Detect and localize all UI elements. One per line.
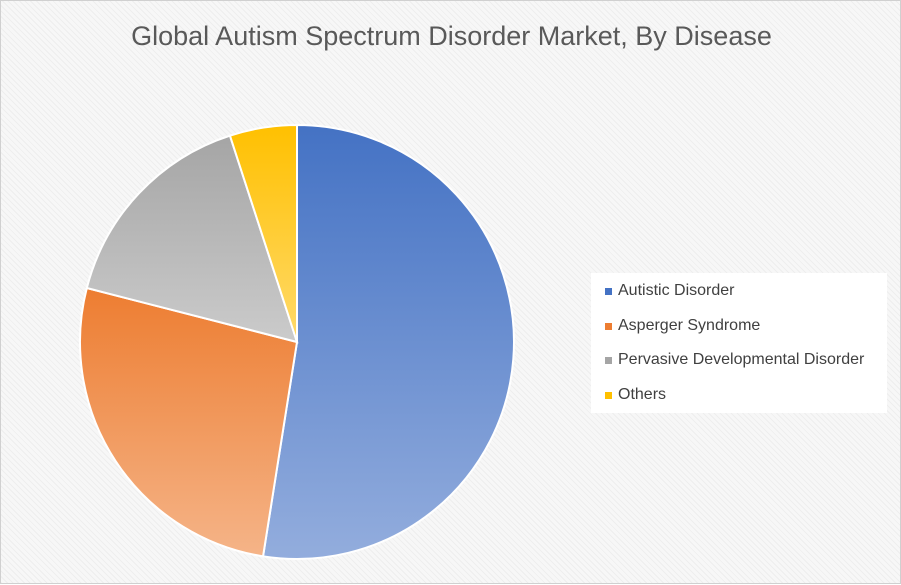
legend-label: Asperger Syndrome [618, 317, 761, 334]
legend-swatch [605, 391, 612, 399]
legend: Autistic Disorder Asperger Syndrome Perv… [591, 273, 887, 413]
legend-label: Autistic Disorder [618, 282, 735, 299]
legend-item-autistic-disorder: Autistic Disorder [605, 281, 734, 301]
pie-slice-pervasive-developmental-disorder [85, 134, 299, 344]
pie-slice-others [228, 123, 298, 343]
chart-title: Global Autism Spectrum Disorder Market, … [131, 21, 772, 51]
legend-swatch [605, 287, 612, 295]
legend-item-pervasive-developmental-disorder: Pervasive Developmental Disorder [605, 350, 864, 370]
legend-label: Others [618, 386, 667, 403]
legend-swatch [605, 356, 612, 364]
legend-item-asperger-syndrome: Asperger Syndrome [605, 316, 760, 336]
legend-swatch [605, 322, 612, 330]
legend-item-others: Others [605, 385, 666, 405]
pie-slice-asperger-syndrome [79, 286, 299, 558]
legend-label: Pervasive Developmental Disorder [618, 351, 865, 368]
pie-slice-autistic-disorder [261, 123, 515, 560]
